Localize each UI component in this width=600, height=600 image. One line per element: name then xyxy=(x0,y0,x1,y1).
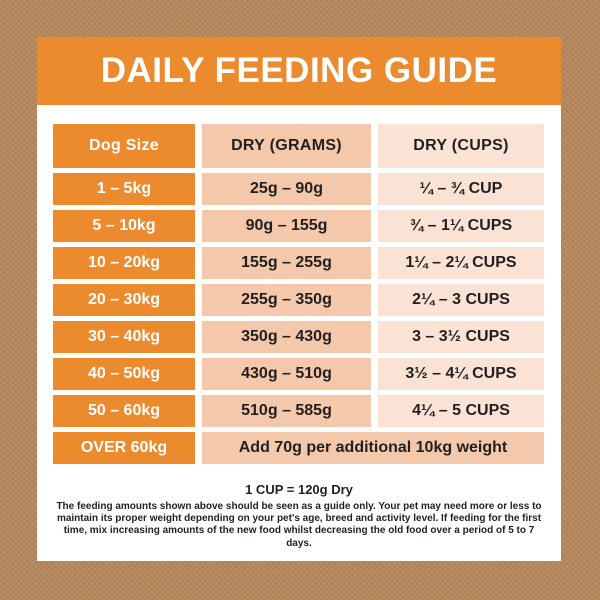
col-header-dry-grams: DRY (GRAMS) xyxy=(202,124,371,168)
cell-dog-size-over60: OVER 60kg xyxy=(53,432,195,464)
cell-dry-cups: ¾ – 1¼ CUPS xyxy=(378,210,544,242)
cell-dry-grams: 255g – 350g xyxy=(202,284,371,316)
cell-dry-grams: 430g – 510g xyxy=(202,358,371,390)
cell-dry-cups: ¼ – ¾ CUP xyxy=(378,173,544,205)
page-title: DAILY FEEDING GUIDE xyxy=(100,51,498,90)
cell-dry-grams: 155g – 255g xyxy=(202,247,371,279)
cell-dry-grams: 90g – 155g xyxy=(202,210,371,242)
cell-dog-size: 30 – 40kg xyxy=(53,321,195,353)
cell-dog-size: 1 – 5kg xyxy=(53,173,195,205)
col-header-dog-size: Dog Size xyxy=(53,124,195,168)
table-footer: 1 CUP = 120g Dry The feeding amounts sho… xyxy=(37,482,561,550)
cell-dry-cups: 3½ – 4¼ CUPS xyxy=(378,358,544,390)
cell-dog-size: 5 – 10kg xyxy=(53,210,195,242)
title-banner: DAILY FEEDING GUIDE xyxy=(37,37,561,105)
cell-dog-size: 50 – 60kg xyxy=(53,395,195,427)
feeding-guide-card: DAILY FEEDING GUIDE Dog Size DRY (GRAMS) D… xyxy=(37,37,561,561)
cell-dry-cups: 4¼ – 5 CUPS xyxy=(378,395,544,427)
cell-additional-weight-note: Add 70g per additional 10kg weight xyxy=(202,432,544,464)
cell-dry-grams: 350g – 430g xyxy=(202,321,371,353)
cell-dog-size: 20 – 30kg xyxy=(53,284,195,316)
col-header-dry-cups: DRY (CUPS) xyxy=(378,124,544,168)
cell-dry-cups: 3 – 3½ CUPS xyxy=(378,321,544,353)
cell-dry-cups: 1¼ – 2¼ CUPS xyxy=(378,247,544,279)
cell-dry-grams: 510g – 585g xyxy=(202,395,371,427)
cell-dry-cups: 2¼ – 3 CUPS xyxy=(378,284,544,316)
cell-dog-size: 40 – 50kg xyxy=(53,358,195,390)
cell-dog-size: 10 – 20kg xyxy=(53,247,195,279)
cup-conversion-note: 1 CUP = 120g Dry xyxy=(245,482,353,497)
feeding-table: Dog Size DRY (GRAMS) DRY (CUPS) 1 – 5kg 25g … xyxy=(53,124,545,464)
feeding-disclaimer: The feeding amounts shown above should b… xyxy=(56,501,542,549)
cell-dry-grams: 25g – 90g xyxy=(202,173,371,205)
